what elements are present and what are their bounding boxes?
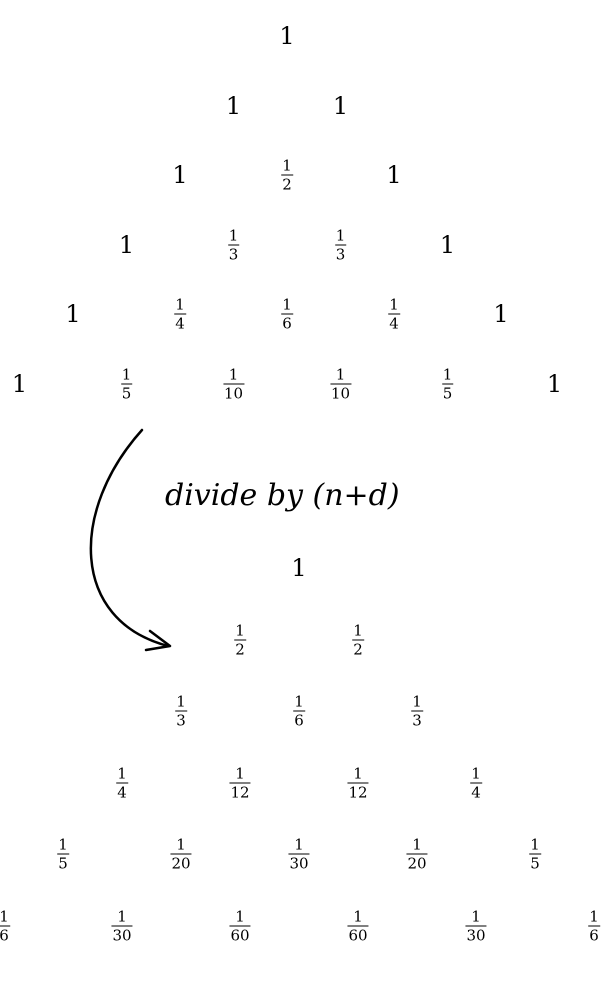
triangle-entry: 1 10 <box>329 365 352 402</box>
triangle-entry: 1 <box>493 300 509 328</box>
triangle-entry: 1 <box>546 369 563 398</box>
triangle-entry: 1 20 <box>170 835 192 873</box>
triangle-entry: 1 10 <box>222 365 245 402</box>
triangle-entry: 1 <box>439 230 456 259</box>
triangle-entry: 1 30 <box>288 835 310 873</box>
triangle-entry: 1 12 <box>229 764 251 801</box>
triangle-entry: 1 60 <box>229 907 251 944</box>
triangle-entry: 1 30 <box>111 907 133 944</box>
triangle-entry: 1 <box>118 230 135 259</box>
triangle-entry: 1 <box>279 22 295 50</box>
triangle-entry: 1 <box>65 300 81 328</box>
triangle-entry: 1 30 <box>465 907 487 944</box>
triangle-entry: 1 60 <box>347 907 369 944</box>
triangle-entry: 1 <box>332 91 349 120</box>
triangle-entry: 1 <box>225 91 242 120</box>
triangle-entry: 1 <box>386 161 402 189</box>
triangle-entry: 1 12 <box>347 764 369 801</box>
triangle-entry: 1 <box>172 161 188 189</box>
triangle-entry: 1 <box>11 369 28 398</box>
triangle-entry: 1 20 <box>406 835 428 873</box>
triangle-entry: 1 <box>291 554 307 582</box>
divide-label: divide by (n+d) <box>165 478 400 513</box>
